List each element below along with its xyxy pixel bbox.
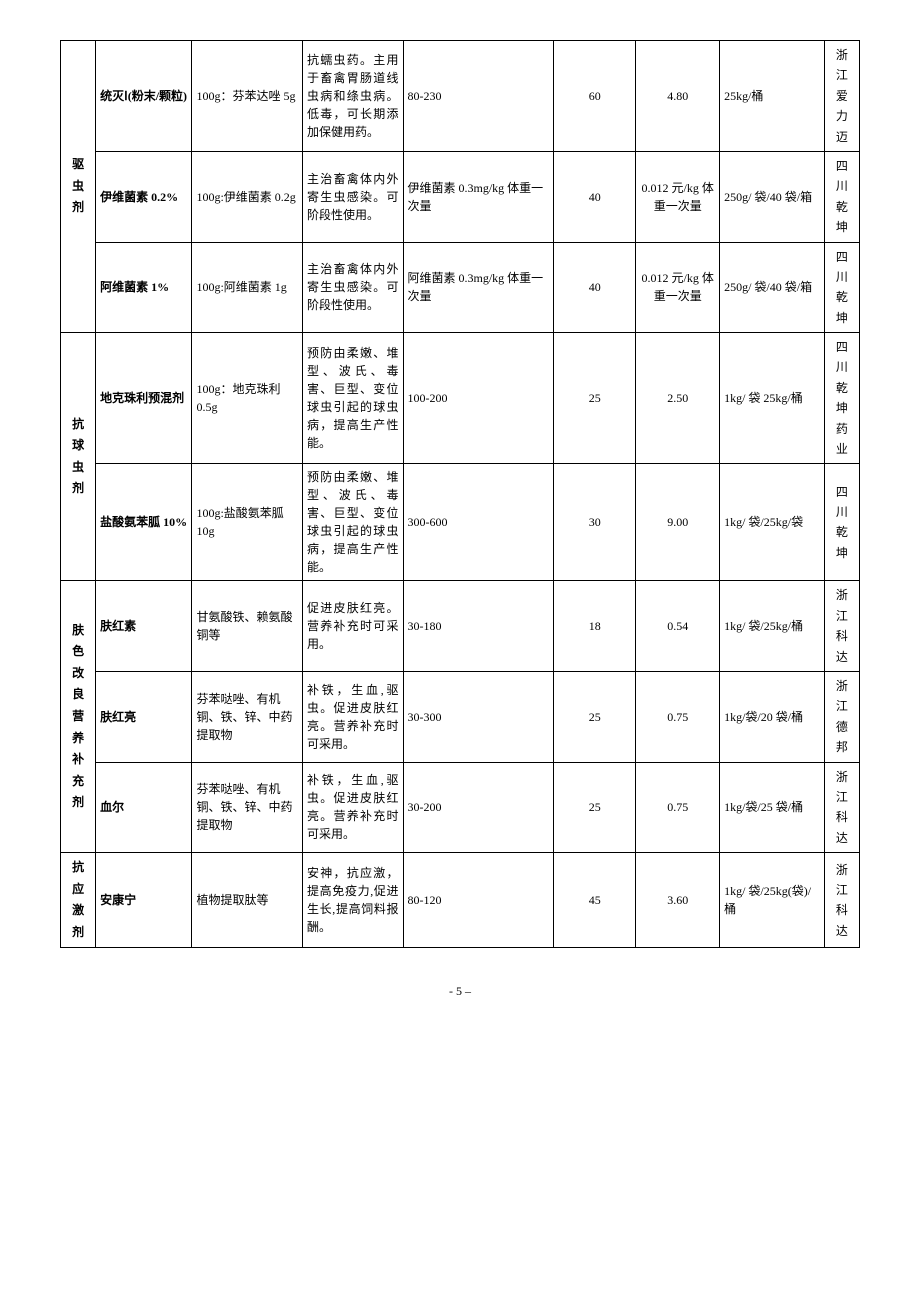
dose-cell: 80-120 bbox=[403, 853, 554, 948]
product-name: 统灭Ⅰ(粉末/颗粒) bbox=[96, 41, 192, 152]
function-cell: 主治畜禽体内外寄生虫感染。可阶段性使用。 bbox=[303, 151, 404, 242]
manufacturer-cell: 浙江爱力迈 bbox=[824, 41, 859, 152]
spec-cell: 芬苯哒唑、有机铜、铁、锌、中药提取物 bbox=[192, 762, 303, 853]
category-cell: 抗球虫剂 bbox=[61, 333, 96, 581]
product-name: 血尔 bbox=[96, 762, 192, 853]
price-cell: 9.00 bbox=[636, 464, 720, 581]
price-cell: 2.50 bbox=[636, 333, 720, 464]
manufacturer-cell: 四川乾坤药业 bbox=[824, 333, 859, 464]
table-row: 肤色改良营养补充剂肤红素甘氨酸铁、赖氨酸铜等促进皮肤红亮。营养补充时可采用。30… bbox=[61, 581, 860, 672]
amount-cell: 25 bbox=[554, 762, 636, 853]
function-cell: 补铁，生血,驱虫。促进皮肤红亮。营养补充时可采用。 bbox=[303, 671, 404, 762]
price-cell: 4.80 bbox=[636, 41, 720, 152]
table-row: 驱虫剂统灭Ⅰ(粉末/颗粒)100g：芬苯达唑 5g抗蠕虫药。主用于畜禽胃肠道线虫… bbox=[61, 41, 860, 152]
function-cell: 抗蠕虫药。主用于畜禽胃肠道线虫病和绦虫病。低毒，可长期添加保健用药。 bbox=[303, 41, 404, 152]
spec-cell: 100g：地克珠利 0.5g bbox=[192, 333, 303, 464]
package-cell: 1kg/袋/25 袋/桶 bbox=[720, 762, 825, 853]
table-row: 抗应激剂安康宁植物提取肽等安神，抗应激，提高免疫力,促进生长,提高饲料报酬。80… bbox=[61, 853, 860, 948]
amount-cell: 18 bbox=[554, 581, 636, 672]
price-cell: 3.60 bbox=[636, 853, 720, 948]
price-cell: 0.75 bbox=[636, 762, 720, 853]
product-name: 安康宁 bbox=[96, 853, 192, 948]
category-cell: 驱虫剂 bbox=[61, 41, 96, 333]
dose-cell: 30-180 bbox=[403, 581, 554, 672]
manufacturer-cell: 四川乾坤 bbox=[824, 151, 859, 242]
function-cell: 安神，抗应激，提高免疫力,促进生长,提高饲料报酬。 bbox=[303, 853, 404, 948]
spec-cell: 芬苯哒唑、有机铜、铁、锌、中药提取物 bbox=[192, 671, 303, 762]
spec-cell: 100g:阿维菌素 1g bbox=[192, 242, 303, 333]
amount-cell: 60 bbox=[554, 41, 636, 152]
spec-cell: 100g：芬苯达唑 5g bbox=[192, 41, 303, 152]
dose-cell: 80-230 bbox=[403, 41, 554, 152]
dose-cell: 30-300 bbox=[403, 671, 554, 762]
spec-cell: 100g:盐酸氨苯胍 10g bbox=[192, 464, 303, 581]
package-cell: 1kg/ 袋/25kg(袋)/桶 bbox=[720, 853, 825, 948]
table-row: 阿维菌素 1%100g:阿维菌素 1g主治畜禽体内外寄生虫感染。可阶段性使用。阿… bbox=[61, 242, 860, 333]
amount-cell: 25 bbox=[554, 333, 636, 464]
price-cell: 0.012 元/kg 体重一次量 bbox=[636, 151, 720, 242]
dose-cell: 30-200 bbox=[403, 762, 554, 853]
table-row: 肤红亮芬苯哒唑、有机铜、铁、锌、中药提取物补铁，生血,驱虫。促进皮肤红亮。营养补… bbox=[61, 671, 860, 762]
function-cell: 预防由柔嫩、堆型、波氏、毒害、巨型、变位球虫引起的球虫病，提高生产性能。 bbox=[303, 333, 404, 464]
product-name: 阿维菌素 1% bbox=[96, 242, 192, 333]
page-number: - 5 – bbox=[60, 984, 860, 999]
product-name: 肤红素 bbox=[96, 581, 192, 672]
table-row: 盐酸氨苯胍 10%100g:盐酸氨苯胍 10g预防由柔嫩、堆型、波氏、毒害、巨型… bbox=[61, 464, 860, 581]
amount-cell: 45 bbox=[554, 853, 636, 948]
package-cell: 1kg/ 袋/25kg/袋 bbox=[720, 464, 825, 581]
spec-cell: 植物提取肽等 bbox=[192, 853, 303, 948]
manufacturer-cell: 浙江科达 bbox=[824, 581, 859, 672]
table-row: 伊维菌素 0.2%100g:伊维菌素 0.2g主治畜禽体内外寄生虫感染。可阶段性… bbox=[61, 151, 860, 242]
manufacturer-cell: 浙江科达 bbox=[824, 762, 859, 853]
table-row: 抗球虫剂地克珠利预混剂100g：地克珠利 0.5g预防由柔嫩、堆型、波氏、毒害、… bbox=[61, 333, 860, 464]
package-cell: 25kg/桶 bbox=[720, 41, 825, 152]
price-cell: 0.75 bbox=[636, 671, 720, 762]
function-cell: 主治畜禽体内外寄生虫感染。可阶段性使用。 bbox=[303, 242, 404, 333]
spec-cell: 100g:伊维菌素 0.2g bbox=[192, 151, 303, 242]
amount-cell: 30 bbox=[554, 464, 636, 581]
package-cell: 250g/ 袋/40 袋/箱 bbox=[720, 242, 825, 333]
dose-cell: 阿维菌素 0.3mg/kg 体重一次量 bbox=[403, 242, 554, 333]
manufacturer-cell: 四川乾坤 bbox=[824, 464, 859, 581]
product-name: 盐酸氨苯胍 10% bbox=[96, 464, 192, 581]
package-cell: 250g/ 袋/40 袋/箱 bbox=[720, 151, 825, 242]
function-cell: 预防由柔嫩、堆型、波氏、毒害、巨型、变位球虫引起的球虫病，提高生产性能。 bbox=[303, 464, 404, 581]
category-cell: 抗应激剂 bbox=[61, 853, 96, 948]
product-name: 伊维菌素 0.2% bbox=[96, 151, 192, 242]
amount-cell: 40 bbox=[554, 151, 636, 242]
function-cell: 促进皮肤红亮。营养补充时可采用。 bbox=[303, 581, 404, 672]
amount-cell: 25 bbox=[554, 671, 636, 762]
table-row: 血尔芬苯哒唑、有机铜、铁、锌、中药提取物补铁，生血,驱虫。促进皮肤红亮。营养补充… bbox=[61, 762, 860, 853]
dose-cell: 300-600 bbox=[403, 464, 554, 581]
price-cell: 0.012 元/kg 体重一次量 bbox=[636, 242, 720, 333]
spec-cell: 甘氨酸铁、赖氨酸铜等 bbox=[192, 581, 303, 672]
product-name: 肤红亮 bbox=[96, 671, 192, 762]
package-cell: 1kg/ 袋 25kg/桶 bbox=[720, 333, 825, 464]
manufacturer-cell: 浙江德邦 bbox=[824, 671, 859, 762]
dose-cell: 100-200 bbox=[403, 333, 554, 464]
product-name: 地克珠利预混剂 bbox=[96, 333, 192, 464]
package-cell: 1kg/袋/20 袋/桶 bbox=[720, 671, 825, 762]
package-cell: 1kg/ 袋/25kg/桶 bbox=[720, 581, 825, 672]
manufacturer-cell: 四川乾坤 bbox=[824, 242, 859, 333]
manufacturer-cell: 浙江科达 bbox=[824, 853, 859, 948]
price-cell: 0.54 bbox=[636, 581, 720, 672]
medication-table: 驱虫剂统灭Ⅰ(粉末/颗粒)100g：芬苯达唑 5g抗蠕虫药。主用于畜禽胃肠道线虫… bbox=[60, 40, 860, 948]
dose-cell: 伊维菌素 0.3mg/kg 体重一次量 bbox=[403, 151, 554, 242]
amount-cell: 40 bbox=[554, 242, 636, 333]
category-cell: 肤色改良营养补充剂 bbox=[61, 581, 96, 853]
function-cell: 补铁，生血,驱虫。促进皮肤红亮。营养补充时可采用。 bbox=[303, 762, 404, 853]
